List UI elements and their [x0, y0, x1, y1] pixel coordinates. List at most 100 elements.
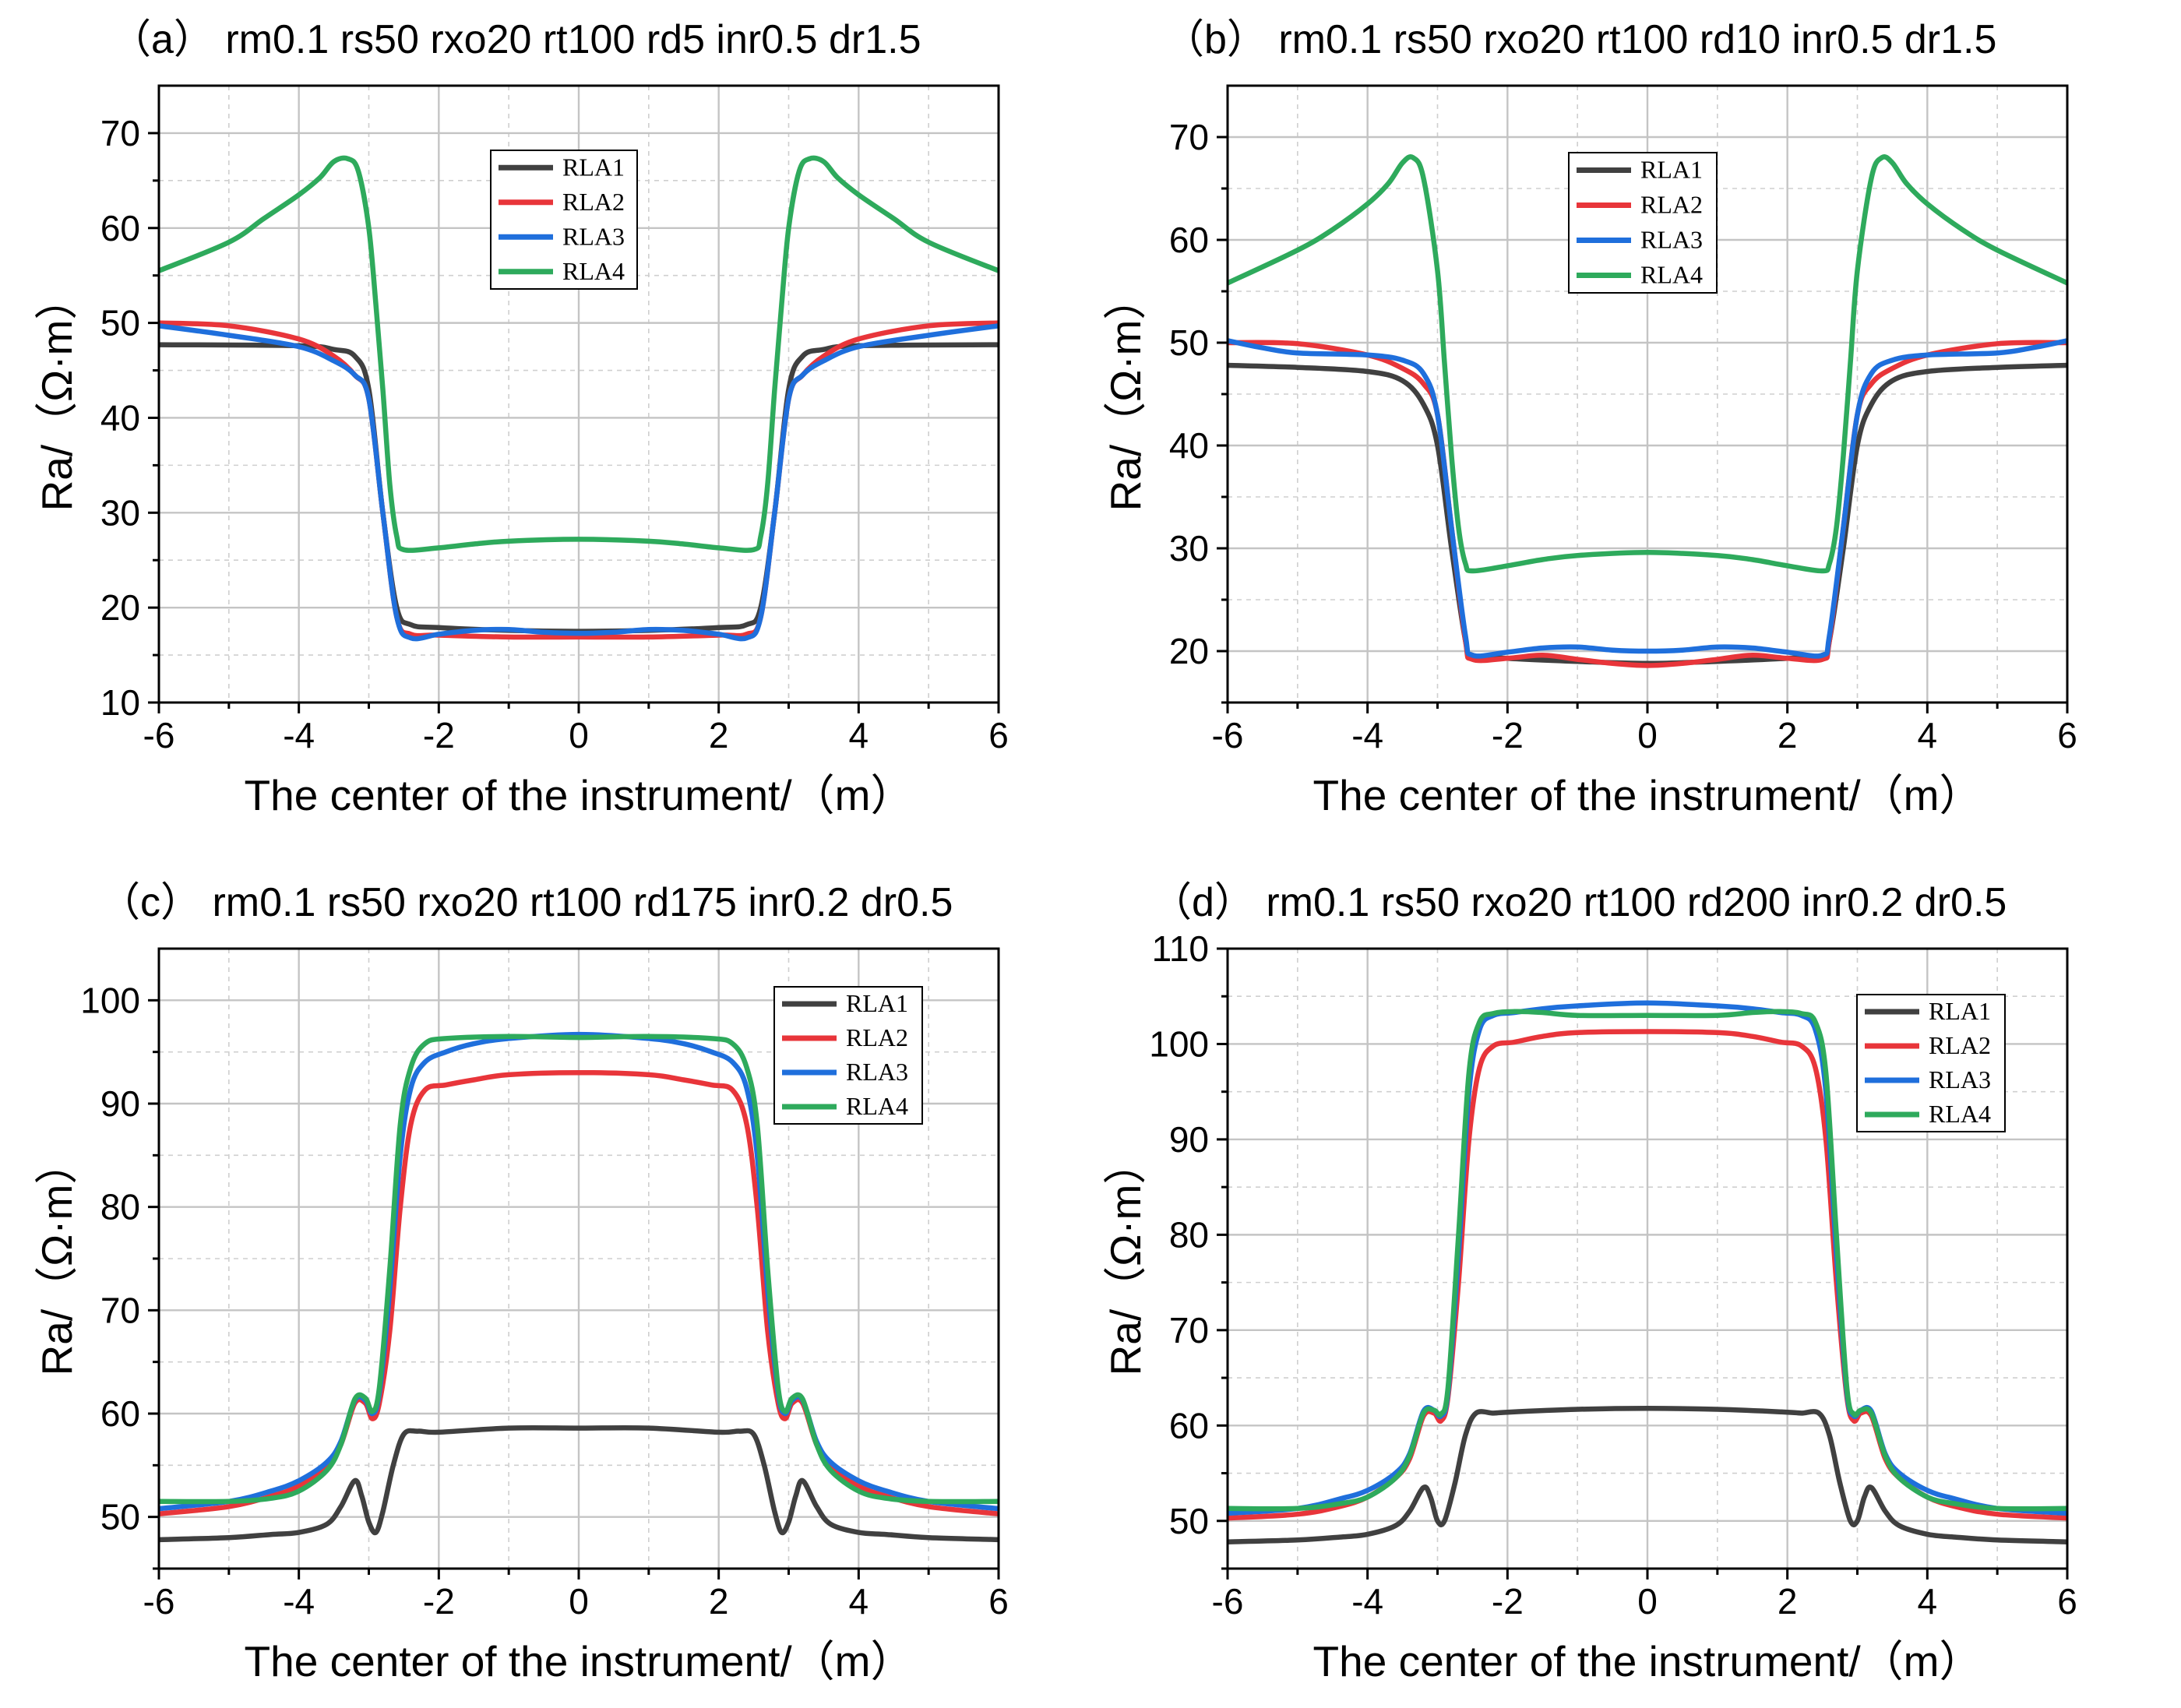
x-tick-label: 6 [988, 1581, 1009, 1622]
y-axis-label: Ra/（Ω·m） [33, 1142, 81, 1376]
y-tick-label: 100 [1149, 1023, 1209, 1064]
x-tick-label: -6 [1212, 715, 1244, 755]
legend-label: RLA3 [846, 1058, 908, 1086]
y-tick-label: 40 [1169, 425, 1209, 466]
legend-label: RLA1 [1929, 997, 1991, 1025]
legend-label: RLA2 [1640, 191, 1703, 219]
series-line-rla1 [159, 1425, 999, 1543]
x-axis-label: The center of the instrument/（m） [245, 1637, 914, 1685]
x-tick-label: 0 [569, 1581, 589, 1622]
chart-panel-b: -6 -4 -2 0 2 4 6 20 30 40 50 60 70 （b） rm0.1 rs50 rxo… [1101, 17, 2077, 819]
legend-label: RLA3 [1640, 226, 1703, 254]
legend-label: RLA2 [1929, 1031, 1991, 1059]
y-tick-label: 50 [1169, 1501, 1209, 1541]
legend-box [773, 986, 923, 1125]
chart-title: （c） rm0.1 rs50 rxo20 rt100 rd175 inr0.2 … [100, 880, 953, 925]
x-tick-label: 6 [2057, 715, 2077, 755]
x-tick-label: 2 [1778, 715, 1798, 755]
legend-label: RLA4 [1929, 1100, 1991, 1128]
y-tick-label: 60 [1169, 1405, 1209, 1446]
x-tick-label: -4 [1351, 1581, 1383, 1622]
y-tick-label: 80 [100, 1187, 140, 1227]
x-axis-label: The center of the instrument/（m） [1313, 771, 1982, 819]
y-axis-label: Ra/（Ω·m） [33, 277, 81, 512]
x-tick-label: -4 [283, 715, 315, 755]
y-tick-label: 20 [1169, 631, 1209, 671]
chart-panel-c: -6 -4 -2 0 2 4 6 50 60 70 80 90 100 （c） rm0.1 rs50 rx… [33, 880, 1009, 1685]
y-tick-label: 100 [80, 980, 140, 1020]
series-line-rla1 [1228, 1406, 2067, 1544]
legend: RLA1 RLA2 RLA3 RLA4 [773, 986, 923, 1125]
x-tick-label: 4 [1918, 1581, 1938, 1622]
chart-title: （d） rm0.1 rs50 rxo20 rt100 rd200 inr0.2 … [1151, 880, 2007, 925]
x-tick-label: 4 [849, 715, 869, 755]
y-tick-label: 90 [1169, 1119, 1209, 1160]
x-tick-label: 4 [849, 1581, 869, 1622]
series-line-rla4 [1228, 1009, 2067, 1512]
chart-panel-d: -6 -4 -2 0 2 4 6 50 60 70 80 90 100 110（d） rm0.1 rs50… [1101, 880, 2077, 1685]
legend: RLA1 RLA2 RLA3 RLA4 [1856, 994, 2006, 1132]
y-axis-label: Ra/（Ω·m） [1101, 1142, 1150, 1376]
chart-panel-a: -6 -4 -2 0 2 4 6 10 20 30 40 50 60 70 （a） rm0.1 rs50 r… [33, 17, 1009, 819]
legend-label: RLA1 [846, 989, 908, 1017]
x-tick-label: 4 [1918, 715, 1938, 755]
series-line-rla4 [159, 1034, 999, 1505]
legend-label: RLA2 [562, 188, 625, 216]
legend: RLA1 RLA2 RLA3 RLA4 [1568, 152, 1718, 294]
x-tick-label: -2 [1492, 1581, 1524, 1622]
x-tick-label: -2 [1492, 715, 1524, 755]
legend-label: RLA1 [1640, 156, 1703, 184]
y-tick-label: 50 [100, 1497, 140, 1537]
chart-title: （a） rm0.1 rs50 rxo20 rt100 rd5 inr0.5 dr… [111, 17, 921, 62]
legend-label: RLA1 [562, 153, 625, 181]
legend-box [1856, 994, 2006, 1132]
legend-label: RLA4 [562, 257, 625, 285]
legend: RLA1 RLA2 RLA3 RLA4 [490, 150, 638, 290]
y-axis-label: Ra/（Ω·m） [1101, 277, 1150, 512]
y-tick-label: 40 [100, 397, 140, 438]
x-tick-label: 2 [709, 1581, 729, 1622]
y-tick-label: 70 [1169, 1310, 1209, 1351]
series-line-rla4 [159, 155, 999, 553]
y-tick-label: 60 [100, 1393, 140, 1434]
legend-label: RLA4 [846, 1092, 908, 1120]
x-axis-label: The center of the instrument/（m） [1313, 1637, 1982, 1685]
x-tick-label: 2 [709, 715, 729, 755]
x-tick-label: 0 [1637, 1581, 1658, 1622]
x-tick-label: -6 [143, 1581, 175, 1622]
y-tick-label: 50 [100, 303, 140, 343]
x-tick-label: 6 [988, 715, 1009, 755]
chart-title: （b） rm0.1 rs50 rxo20 rt100 rd10 inr0.5 d… [1164, 17, 1996, 62]
x-tick-label: 2 [1778, 1581, 1798, 1622]
legend-box [1568, 152, 1718, 294]
y-tick-label: 70 [100, 113, 140, 153]
y-tick-label: 80 [1169, 1214, 1209, 1255]
y-tick-label: 20 [100, 587, 140, 628]
legend-label: RLA2 [846, 1023, 908, 1051]
y-tick-label: 70 [100, 1290, 140, 1330]
legend-label: RLA3 [562, 222, 625, 250]
x-tick-label: -2 [423, 715, 455, 755]
series-line-rla3 [159, 323, 999, 642]
legend-label: RLA4 [1640, 261, 1703, 289]
x-tick-label: 0 [569, 715, 589, 755]
y-tick-label: 110 [1152, 928, 1209, 969]
x-tick-label: -4 [283, 1581, 315, 1622]
y-tick-label: 60 [1169, 220, 1209, 260]
x-axis-label: The center of the instrument/（m） [245, 771, 914, 819]
series-line-rla4 [1228, 154, 2067, 574]
x-tick-label: -6 [1212, 1581, 1244, 1622]
x-tick-label: 0 [1637, 715, 1658, 755]
y-tick-label: 50 [1169, 322, 1209, 363]
x-tick-label: -6 [143, 715, 175, 755]
y-tick-label: 60 [100, 208, 140, 248]
y-tick-label: 70 [1169, 117, 1209, 157]
y-tick-label: 30 [1169, 528, 1209, 569]
y-tick-label: 10 [100, 682, 140, 723]
legend-box [490, 150, 638, 290]
series-line-rla3 [1228, 338, 2067, 659]
x-tick-label: -4 [1351, 715, 1383, 755]
y-tick-label: 30 [100, 492, 140, 533]
legend-label: RLA3 [1929, 1065, 1991, 1093]
